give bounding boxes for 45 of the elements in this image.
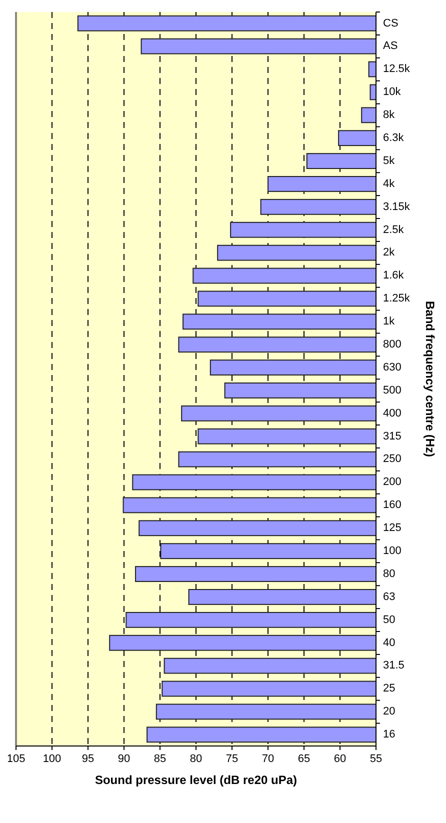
y-tick-label: 8k	[383, 109, 396, 122]
x-axis-title: Sound pressure level (dB re20 uPa)	[94, 773, 298, 787]
y-tick-label: 1.25k	[383, 292, 410, 305]
x-tick-label: 80	[190, 753, 202, 765]
y-tick-label: 25	[383, 682, 396, 695]
y-tick-label: 80	[383, 568, 396, 580]
y-tick-label: 2.5k	[383, 224, 404, 236]
y-tick-label: 20	[383, 706, 396, 718]
y-tick-label: 50	[383, 614, 396, 626]
y-tick-label: 160	[383, 499, 402, 512]
y-tick-label: 125	[383, 522, 402, 534]
y-tick-label: 5k	[383, 154, 396, 167]
y-tick-label: 100	[383, 544, 402, 557]
y-tick-label: 31.5	[383, 660, 404, 672]
x-tick-label: 105	[6, 753, 26, 765]
x-tick-label: 85	[154, 753, 166, 765]
y-tick-label: 2k	[383, 246, 396, 259]
y-tick-label: 6.3k	[383, 132, 404, 144]
y-tick-label: 250	[383, 453, 402, 466]
y-tick-label: 3.15k	[383, 200, 410, 213]
y-tick-label: 1k	[383, 316, 396, 328]
y-tick-label: 10k	[383, 86, 402, 98]
y-tick-label: 16	[383, 728, 396, 741]
y-tick-label: 400	[383, 407, 402, 420]
y-tick-label: 500	[383, 384, 402, 396]
y-tick-label: 1.6k	[383, 270, 404, 282]
x-tick-label: 75	[226, 753, 238, 765]
y-tick-label: 12.5k	[383, 63, 410, 76]
y-tick-label: 40	[383, 636, 396, 649]
x-tick-label: 95	[82, 753, 94, 765]
x-tick-label: 70	[262, 753, 274, 765]
y-tick-label: 63	[383, 590, 396, 603]
x-tick-label: 90	[118, 753, 130, 765]
y-tick-label: 200	[383, 476, 402, 488]
x-tick-label: 55	[370, 753, 382, 765]
y-tick-label: 800	[383, 338, 402, 350]
y-axis-title: Band frequency centre (Hz)	[423, 300, 437, 458]
x-tick-label: 60	[334, 753, 346, 765]
y-tick-label: 630	[383, 361, 402, 374]
y-tick-label: 4k	[383, 178, 396, 190]
x-tick-label: 65	[298, 753, 310, 765]
y-tick-label: 315	[383, 430, 402, 442]
y-tick-label: CS	[383, 17, 398, 30]
y-tick-label: AS	[383, 40, 398, 52]
x-tick-label: 100	[42, 753, 62, 765]
